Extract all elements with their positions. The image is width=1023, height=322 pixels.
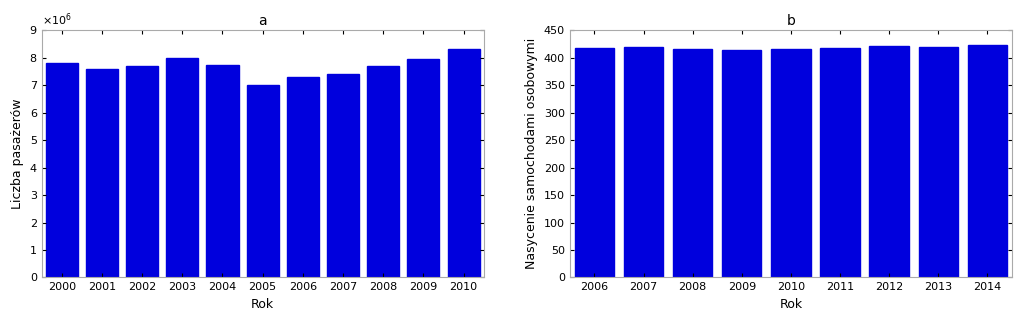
Bar (673, 49, 712, 278)
Bar (870, 46, 908, 278)
Bar (722, 50, 761, 278)
Bar (327, 74, 359, 278)
Bar (968, 45, 1007, 278)
Bar (820, 48, 859, 278)
Bar (575, 48, 614, 278)
X-axis label: Rok: Rok (251, 298, 274, 311)
Bar (919, 47, 958, 278)
Bar (771, 49, 810, 278)
Bar (247, 85, 278, 278)
Y-axis label: Liczba pasażerów: Liczba pasażerów (11, 99, 25, 209)
Bar (367, 66, 399, 278)
Bar (207, 64, 238, 278)
Bar (46, 63, 78, 278)
Bar (286, 77, 319, 278)
Title: b: b (787, 14, 795, 28)
Text: $\times 10^6$: $\times 10^6$ (42, 11, 72, 28)
Bar (624, 47, 663, 278)
X-axis label: Rok: Rok (780, 298, 802, 311)
Title: a: a (259, 14, 267, 28)
Bar (126, 66, 159, 278)
Bar (166, 58, 198, 278)
Bar (407, 59, 440, 278)
Y-axis label: Nasycenie samochodami osobowymi: Nasycenie samochodami osobowymi (526, 38, 538, 270)
Bar (86, 69, 118, 278)
Bar (447, 49, 480, 278)
